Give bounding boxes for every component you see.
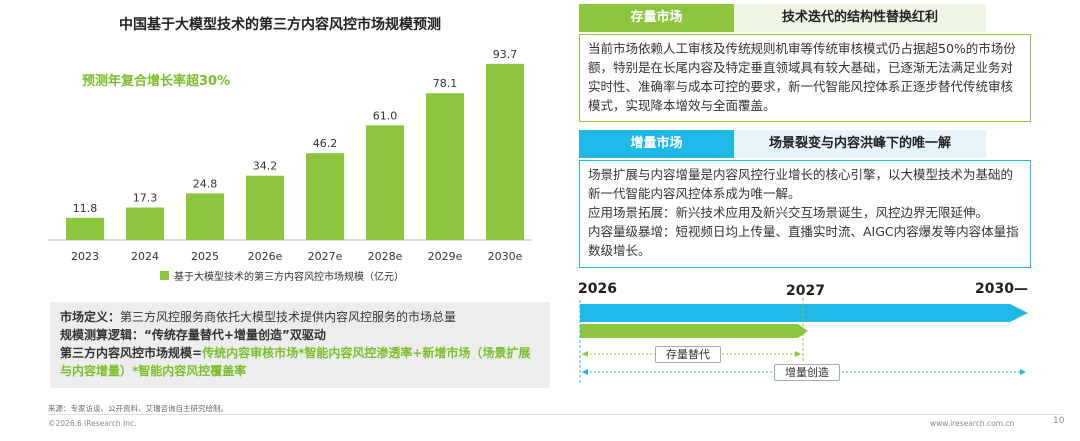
- stock-span-arrow-left: [582, 351, 588, 357]
- definition-line-3: 第三方内容风控市场规模=传统内容审核市场*智能内容风控渗透率+新增市场（场景扩展…: [60, 346, 531, 378]
- data-label-2027e: 46.2: [313, 137, 338, 150]
- x-tick-2023: 2023: [71, 250, 99, 263]
- bar-2028e: [366, 125, 404, 240]
- footer-source: 来源：专家访谈、公开资料、艾瑞咨询自主研究绘制。: [48, 404, 228, 413]
- bar-2030e: [486, 63, 524, 241]
- increment-line-2: 应用场景拓展：新兴技术应用及新兴交互场景诞生，风控边界无限延伸。: [588, 205, 989, 220]
- market-definition-box: 市场定义：第三方风控服务商依托大模型技术提供内容风控服务的市场总量 规模测算逻辑…: [50, 302, 550, 388]
- timeline-green-arrow: [580, 324, 808, 338]
- data-label-2028e: 61.0: [373, 109, 398, 122]
- definition-line-1: 市场定义：第三方风控服务商依托大模型技术提供内容风控服务的市场总量: [60, 310, 457, 324]
- timeline-end-year: 2030—: [975, 281, 1028, 297]
- x-tick-2026e: 2026e: [248, 250, 283, 263]
- increment-market-subtitle: 场景裂变与内容洪峰下的唯一解: [734, 130, 986, 158]
- x-tick-2027e: 2027e: [308, 250, 343, 263]
- increment-market-tag: 增量市场: [579, 130, 734, 158]
- x-tick-2024: 2024: [131, 250, 159, 263]
- bar-chart: 11.8 2023 17.3 2024 24.8 2025 34.2 2026e 46.2 202…: [48, 48, 532, 263]
- legend-swatch: [160, 271, 169, 280]
- footer-copyright: ©2026.6 iResearch Inc.: [48, 419, 137, 428]
- chart-legend: 基于大模型技术的第三方内容风控市场规模（亿元）: [160, 268, 404, 283]
- stock-span-arrow-right: [795, 351, 801, 357]
- x-tick-2028e: 2028e: [368, 250, 403, 263]
- timeline-start-year: 2026: [578, 281, 617, 297]
- data-label-2029e: 78.1: [433, 77, 458, 90]
- bar-2024: [126, 207, 164, 240]
- increment-creation-label: 增量创造: [774, 364, 840, 381]
- legend-label: 基于大模型技术的第三方内容风控市场规模（亿元）: [174, 272, 404, 283]
- timeline-blue-arrow: [580, 304, 1028, 322]
- data-label-2025: 24.8: [193, 177, 218, 190]
- stock-market-body: 当前市场依赖人工审核及传统规则机审等传统审核模式仍占据超50%的市场份额，特别是…: [579, 34, 1031, 122]
- x-tick-2029e: 2029e: [428, 250, 463, 263]
- stock-market-tag: 存量市场: [579, 4, 734, 32]
- cagr-annotation: 预测年复合增长率超30%: [82, 74, 231, 89]
- footer-url: www.iresearch.com.cn: [930, 419, 1015, 428]
- increment-line-3: 内容量级暴增：短视频日均上传量、直播实时流、AIGC内容爆发等内容体量指数级增长…: [588, 224, 1019, 258]
- timeline-mid-year: 2027: [786, 283, 825, 299]
- stock-market-subtitle: 技术迭代的结构性替换红利: [734, 4, 986, 32]
- footer-divider: [48, 414, 1063, 415]
- bar-2029e: [426, 93, 464, 240]
- data-label-2026e: 34.2: [253, 160, 278, 173]
- bar-2025: [186, 193, 224, 240]
- bar-2026e: [246, 175, 284, 240]
- page-number: 10: [1053, 416, 1065, 426]
- chart-title: 中国基于大模型技术的第三方内容风控市场规模预测: [119, 17, 441, 33]
- increment-span-arrow-right: [1020, 369, 1026, 375]
- bar-2027e: [306, 153, 344, 240]
- definition-line-2: 规模测算逻辑：“传统存量替代+增量创造”双驱动: [60, 328, 326, 342]
- x-tick-2025: 2025: [191, 250, 219, 263]
- increment-line-1: 场景扩展与内容增量是内容风控行业增长的核心引擎，以大模型技术为基础的新一代智能内…: [588, 167, 1014, 201]
- data-label-2030e: 93.7: [493, 48, 518, 61]
- timeline-graphic: [579, 298, 1028, 384]
- stock-replacement-label: 存量替代: [655, 346, 721, 363]
- data-label-2023: 11.8: [73, 202, 98, 215]
- data-label-2024: 17.3: [133, 191, 158, 204]
- increment-span-arrow-left: [582, 369, 588, 375]
- x-tick-2030e: 2030e: [488, 250, 523, 263]
- increment-market-body: 场景扩展与内容增量是内容风控行业增长的核心引擎，以大模型技术为基础的新一代智能内…: [579, 160, 1031, 268]
- bar-2023: [66, 217, 104, 240]
